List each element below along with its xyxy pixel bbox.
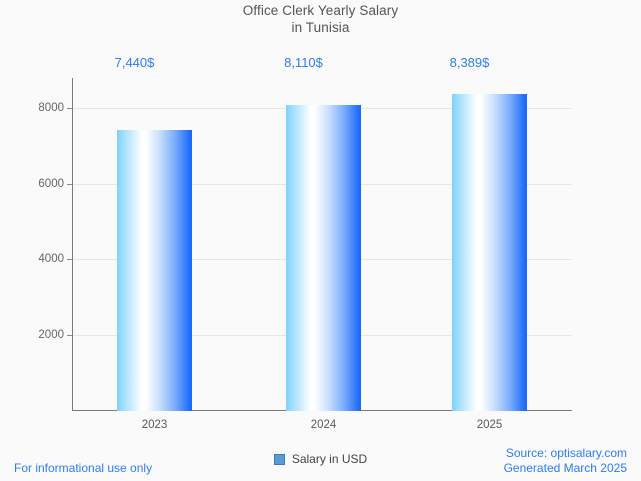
source-block: Source: optisalary.com Generated March 2… [504, 446, 627, 476]
ytick-label-4000: 4000 [38, 253, 64, 265]
source-text: Source: optisalary.com [505, 446, 627, 460]
bar-fill [286, 105, 361, 411]
y-axis-line [72, 78, 73, 411]
generated-text: Generated March 2025 [503, 461, 627, 475]
bar-fill [117, 130, 192, 411]
bar-fill [452, 94, 527, 411]
xtick-label-2025: 2025 [476, 419, 503, 431]
ytick-mark-8000 [67, 108, 72, 109]
ytick-label-2000: 2000 [38, 329, 64, 341]
data-label-2025: 8,389$ [449, 55, 490, 70]
disclaimer-text: For informational use only [14, 461, 153, 475]
data-label-2024: 8,110$ [284, 55, 323, 70]
legend-label: Salary in USD [291, 452, 368, 466]
chart-title-line-2: in Tunisia [291, 20, 350, 35]
ytick-mark-4000 [67, 259, 72, 260]
xtick-label-2023: 2023 [141, 419, 168, 431]
bars-layer [72, 78, 572, 411]
chart-title: Office Clerk Yearly Salary in Tunisia [0, 2, 641, 36]
ytick-mark-2000 [67, 335, 72, 336]
bar-2023[interactable] [117, 130, 192, 411]
ytick-4000: 4000 [0, 253, 64, 265]
ytick-label-6000: 6000 [38, 178, 64, 190]
ytick-8000: 8000 [0, 102, 64, 114]
legend-item-salary-in-usd[interactable]: Salary in USD [273, 452, 368, 466]
bar-2025[interactable] [452, 94, 527, 411]
xtick-label-2024: 2024 [310, 419, 337, 431]
ytick-label-8000: 8000 [38, 102, 64, 114]
ytick-6000: 6000 [0, 178, 64, 190]
data-label-2023: 7,440$ [114, 55, 155, 70]
ytick-mark-6000 [67, 184, 72, 185]
bar-2024[interactable] [286, 105, 361, 411]
ytick-2000: 2000 [0, 329, 64, 341]
chart-legend: Salary in USD [0, 452, 641, 468]
legend-swatch-icon [273, 453, 285, 465]
chart-title-line-1: Office Clerk Yearly Salary [242, 3, 399, 18]
